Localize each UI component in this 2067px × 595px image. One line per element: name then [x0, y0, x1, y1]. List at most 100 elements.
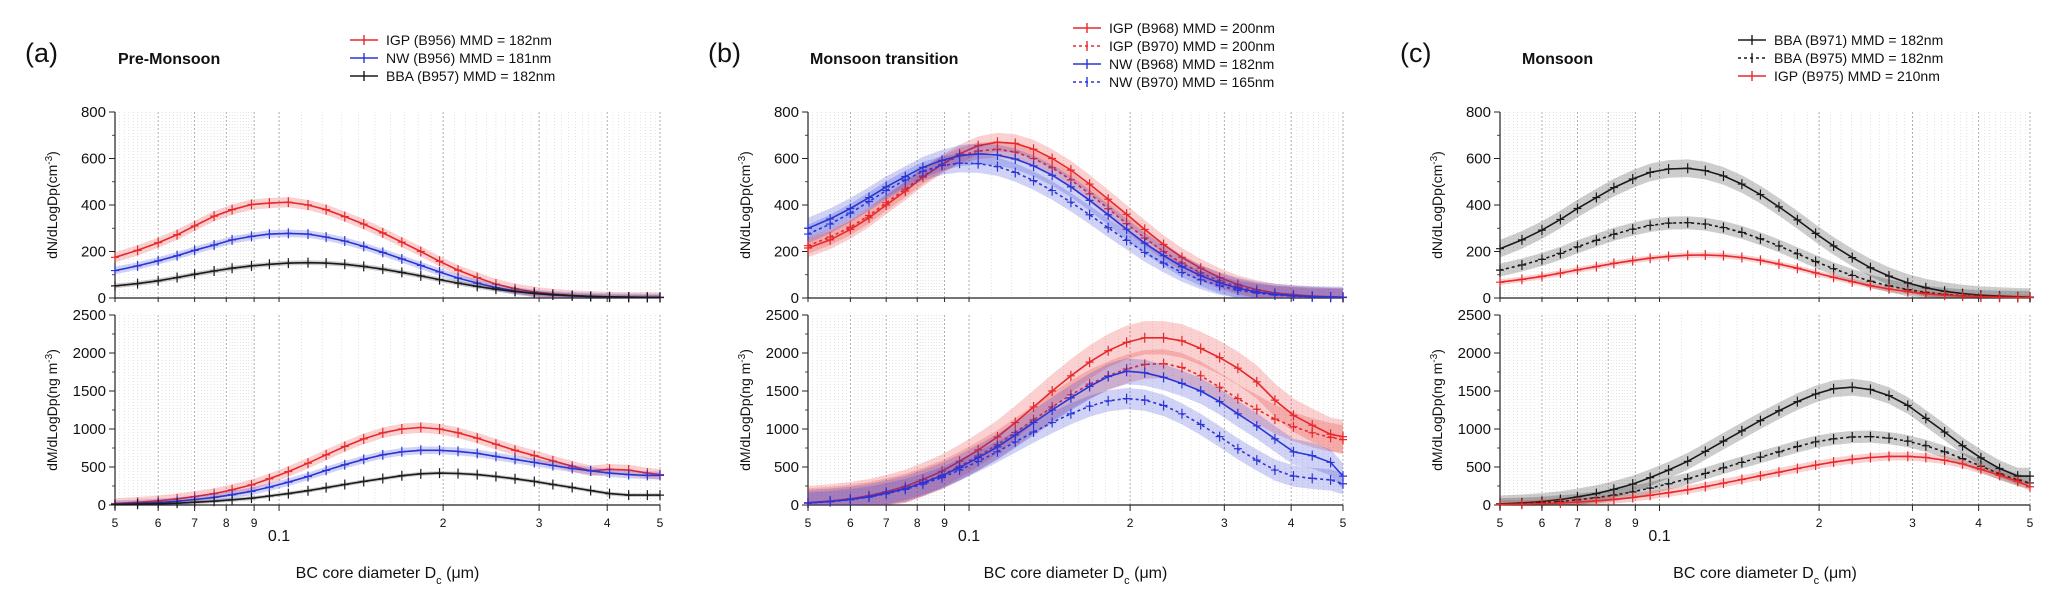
data-point	[454, 427, 463, 438]
data-point	[1921, 440, 1930, 451]
data-point	[154, 237, 163, 248]
data-point	[397, 267, 406, 278]
legend-label: NW (B956) MMD = 181nm	[386, 50, 551, 66]
data-point	[1609, 258, 1618, 269]
x-tick-label: 5	[657, 516, 664, 530]
x-tick-label: 8	[223, 516, 230, 530]
data-point	[1140, 247, 1149, 258]
data-point	[1885, 451, 1894, 462]
data-point	[1104, 371, 1113, 382]
data-point	[265, 198, 274, 209]
data-point	[1774, 240, 1783, 251]
data-point	[1848, 252, 1857, 263]
data-point	[1885, 390, 1894, 401]
data-point	[1066, 408, 1075, 419]
data-point	[1793, 441, 1802, 452]
data-point	[937, 472, 946, 483]
data-point	[247, 199, 256, 210]
x-tick-label: 9	[251, 516, 258, 530]
y-tick-label: 800	[81, 104, 106, 121]
data-point	[454, 278, 463, 289]
uncertainty-band	[808, 321, 1343, 505]
data-point	[1556, 214, 1565, 225]
y-tick-label: 0	[98, 290, 106, 307]
data-point	[826, 496, 835, 507]
data-point	[993, 446, 1002, 457]
data-point	[1326, 432, 1335, 443]
y-axis-label: dM/dLogDp(ng m-3)	[44, 349, 61, 471]
data-point	[1958, 458, 1967, 469]
data-point	[1252, 288, 1261, 299]
data-point	[1573, 241, 1582, 252]
data-point	[1829, 383, 1838, 394]
data-point	[247, 231, 256, 242]
uncertainty-band	[808, 132, 1343, 298]
data-point	[1793, 396, 1802, 407]
y-tick-label: 600	[774, 151, 799, 168]
data-point	[228, 494, 237, 505]
data-point	[1196, 386, 1205, 396]
data-point	[1029, 175, 1038, 186]
y-axis-label: dN/dLogDp(cm-3)	[44, 151, 61, 259]
data-point	[1646, 167, 1655, 178]
data-point	[1537, 225, 1546, 236]
data-point	[1940, 290, 1949, 301]
data-point	[1048, 405, 1057, 415]
data-point	[1140, 395, 1149, 406]
data-point	[1811, 389, 1820, 400]
data-point	[1737, 474, 1746, 485]
data-point	[435, 445, 444, 456]
data-point	[1664, 251, 1673, 262]
uncertainty-band	[1500, 378, 2030, 505]
data-point	[210, 211, 219, 222]
legend-label: BBA (B957) MMD = 182nm	[386, 68, 555, 84]
data-point	[1609, 229, 1618, 240]
data-point	[530, 476, 539, 487]
data-point	[111, 265, 119, 276]
data-point	[1326, 292, 1335, 303]
data-point	[530, 288, 539, 299]
data-point	[1496, 265, 1504, 276]
data-point	[1140, 224, 1149, 235]
data-point	[1196, 274, 1205, 285]
data-point	[1159, 358, 1168, 369]
data-point	[1140, 238, 1149, 249]
data-point	[1252, 420, 1261, 431]
data-point	[416, 445, 425, 456]
data-point	[624, 490, 633, 501]
data-point	[511, 473, 520, 484]
data-point	[1774, 259, 1783, 270]
data-point	[864, 210, 873, 221]
data-point	[1140, 332, 1149, 343]
data-point	[1308, 450, 1317, 461]
legend-label: IGP (B968) MMD = 200nm	[1109, 20, 1275, 36]
data-point	[378, 227, 387, 238]
data-point	[568, 290, 577, 301]
data-point	[882, 185, 891, 196]
data-point	[247, 493, 256, 504]
data-point	[1866, 384, 1875, 395]
x-tick-label: 2	[1127, 516, 1134, 530]
y-tick-label: 0	[791, 497, 799, 514]
data-point	[918, 166, 927, 177]
data-point	[111, 280, 119, 291]
series-blue-dashed	[804, 153, 1347, 303]
data-point	[359, 454, 368, 465]
data-point	[340, 259, 349, 270]
data-point	[322, 449, 331, 460]
data-point	[265, 491, 274, 502]
data-point	[1719, 222, 1728, 233]
data-point	[1737, 179, 1746, 190]
data-point	[2013, 476, 2022, 487]
data-point	[378, 427, 387, 438]
x-tick-label: 6	[847, 516, 854, 530]
data-point	[322, 482, 331, 493]
data-point	[154, 275, 163, 286]
data-point	[111, 252, 119, 263]
legend-entry: NW (B956) MMD = 181nm	[350, 50, 551, 66]
data-point	[1326, 474, 1335, 485]
data-point	[804, 229, 812, 240]
data-point	[1646, 490, 1655, 501]
data-point	[1756, 470, 1765, 481]
data-point	[303, 200, 312, 210]
